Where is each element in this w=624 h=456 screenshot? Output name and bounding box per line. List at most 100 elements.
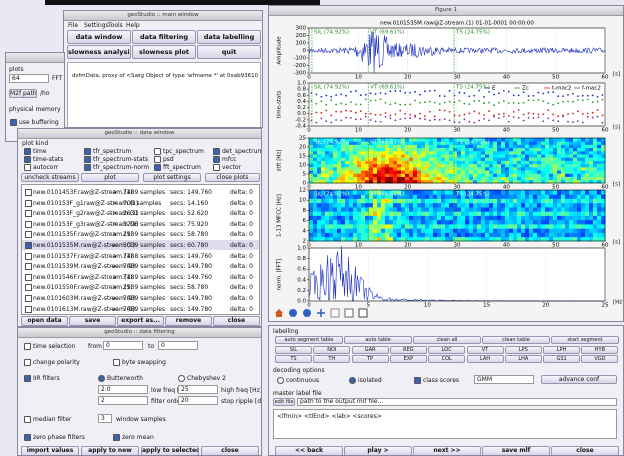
stream-row[interactable]: new.0101537F.raw@Z-stream.(1)->7488 samp…: [22, 251, 259, 261]
button[interactable]: plot settings: [143, 173, 201, 182]
button[interactable]: TH: [313, 355, 350, 363]
button[interactable]: data window: [67, 30, 131, 44]
stream-row[interactable]: new.0101613M.raw@Z-stream.(1)->7489 samp…: [22, 304, 259, 314]
button[interactable]: << back: [275, 446, 343, 456]
radio-button[interactable]: [349, 377, 356, 384]
radio-button[interactable]: [98, 375, 105, 382]
button[interactable]: slowness plot: [132, 45, 196, 59]
toolbar-zoom[interactable]: [331, 309, 339, 317]
button[interactable]: GS1: [543, 355, 580, 363]
button[interactable]: GAR: [352, 346, 389, 354]
toolbar-back[interactable]: [289, 309, 297, 317]
stream-row[interactable]: new.010153F_g1raw@Z-stream.(1)->708 samp…: [22, 198, 259, 208]
button[interactable]: NOI: [313, 346, 350, 354]
button[interactable]: auto table: [344, 336, 412, 344]
button[interactable]: slowness analysis: [67, 45, 131, 59]
button[interactable]: TP: [352, 355, 389, 363]
button[interactable]: advance conf: [541, 375, 617, 384]
button[interactable]: auto segment table: [275, 336, 343, 344]
text-area[interactable]: <lfmin> <tlEnd> <lab> <scores>: [273, 409, 617, 439]
checkbox[interactable]: [24, 434, 31, 441]
checkbox[interactable]: [24, 375, 31, 382]
checkbox[interactable]: [25, 295, 32, 302]
button[interactable]: close: [201, 446, 259, 456]
text-input[interactable]: GMM: [474, 375, 534, 384]
checkbox[interactable]: [25, 253, 32, 260]
stream-row[interactable]: new.0101546F.raw@Z-stream.(1)->7489 samp…: [22, 272, 259, 282]
stream-row[interactable]: new.0101603M.raw@Z-stream.(1)->7489 samp…: [22, 293, 259, 303]
checkbox[interactable]: [414, 377, 421, 384]
button[interactable]: remove: [165, 316, 212, 326]
button[interactable]: save mlf: [482, 446, 550, 456]
stream-row[interactable]: new.0101550F.raw@Z-stream.(1)->2939 samp…: [22, 282, 259, 292]
button[interactable]: REG: [390, 346, 427, 354]
radio-button[interactable]: [277, 377, 284, 384]
button[interactable]: import values: [21, 446, 79, 456]
checkbox[interactable]: [24, 164, 31, 171]
button[interactable]: LOC: [428, 346, 465, 354]
checkbox[interactable]: [25, 231, 32, 238]
button[interactable]: close: [213, 316, 260, 326]
toolbar-home[interactable]: [275, 309, 283, 317]
button[interactable]: plot: [81, 173, 139, 182]
button[interactable]: HYB: [581, 346, 618, 354]
text-input[interactable]: 3: [98, 414, 112, 423]
checkbox[interactable]: [213, 164, 220, 171]
button[interactable]: LPH: [543, 346, 580, 354]
text-input[interactable]: 64: [9, 74, 49, 83]
menu-item[interactable]: File: [68, 22, 78, 29]
button[interactable]: edit file: [273, 398, 295, 406]
stream-row[interactable]: new.0101535M.raw@Z-stream.(1)->3039 samp…: [22, 240, 259, 250]
checkbox[interactable]: [25, 242, 32, 249]
button[interactable]: apply to new: [81, 446, 139, 456]
button[interactable]: M2f path: [9, 89, 37, 98]
text-input[interactable]: 2: [98, 396, 148, 405]
checkbox[interactable]: [24, 148, 31, 155]
button[interactable]: clean table: [482, 336, 550, 344]
stream-row[interactable]: new.0101539M.raw@Z-stream.(1)->7489 samp…: [22, 261, 259, 271]
checkbox[interactable]: [25, 200, 32, 207]
toolbar-pan[interactable]: [317, 309, 325, 317]
text-input[interactable]: 0: [103, 341, 143, 350]
checkbox[interactable]: [154, 148, 161, 155]
checkbox[interactable]: [25, 189, 32, 196]
button[interactable]: start segment: [551, 336, 619, 344]
button[interactable]: data labelling: [197, 30, 261, 44]
checkbox[interactable]: [25, 221, 32, 228]
checkbox[interactable]: [213, 156, 220, 163]
checkbox[interactable]: [24, 343, 31, 350]
button[interactable]: TS: [275, 355, 312, 363]
text-input[interactable]: 0: [158, 341, 198, 350]
radio-button[interactable]: [178, 375, 185, 382]
menu-item[interactable]: Settings: [84, 22, 109, 29]
checkbox[interactable]: [113, 434, 120, 441]
toolbar-configure[interactable]: [345, 309, 353, 317]
text-input[interactable]: path to the output mlf file...: [297, 398, 617, 406]
button[interactable]: SIL: [275, 346, 312, 354]
checkbox[interactable]: [24, 359, 31, 366]
button[interactable]: clean all: [413, 336, 481, 344]
checkbox[interactable]: [25, 274, 32, 281]
checkbox[interactable]: [113, 359, 120, 366]
checkbox[interactable]: [84, 148, 91, 155]
checkbox[interactable]: [154, 164, 161, 171]
button[interactable]: apply to selected: [141, 446, 199, 456]
checkbox[interactable]: [25, 210, 32, 217]
checkbox[interactable]: [25, 284, 32, 291]
text-input[interactable]: 20: [178, 396, 218, 405]
button[interactable]: COL: [428, 355, 465, 363]
text-input[interactable]: 25: [178, 385, 218, 394]
button[interactable]: VGD: [581, 355, 618, 363]
stream-row[interactable]: new.0101535F.raw@Z-stream.(1)->2939 samp…: [22, 229, 259, 239]
button[interactable]: EXP: [390, 355, 427, 363]
checkbox[interactable]: [25, 306, 32, 313]
checkbox[interactable]: [24, 156, 31, 163]
toolbar-forward[interactable]: [303, 309, 311, 317]
checkbox[interactable]: [25, 263, 32, 270]
menu-item[interactable]: Help: [126, 22, 140, 29]
button[interactable]: export as...: [117, 316, 164, 326]
button[interactable]: data filtering: [132, 30, 196, 44]
button[interactable]: close: [551, 446, 619, 456]
checkbox[interactable]: [24, 416, 31, 423]
checkbox[interactable]: [10, 119, 17, 126]
